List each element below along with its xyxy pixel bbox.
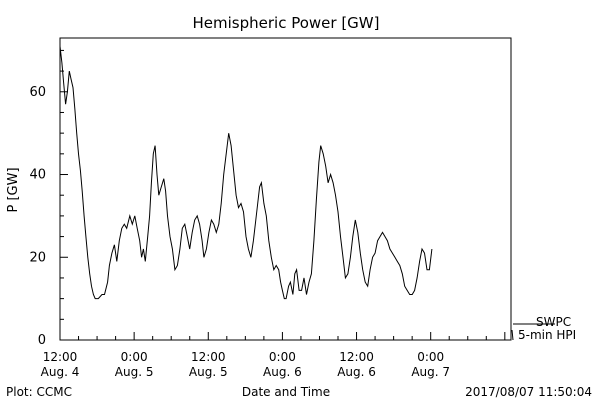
- chart-title: Hemispheric Power [GW]: [193, 14, 380, 32]
- footer-left: Plot: CCMC: [6, 385, 72, 399]
- x-tick-label-time: 12:00: [191, 350, 226, 364]
- x-tick-label-date: Aug. 5: [115, 365, 154, 379]
- y-tick-label: 40: [29, 168, 46, 183]
- legend-label-5-min-hpi: 5-min HPI: [518, 328, 576, 342]
- x-tick-label-time: 12:00: [339, 350, 374, 364]
- y-axis-ticks: 0 20 40 60: [29, 49, 68, 348]
- x-tick-label-date: Aug. 7: [411, 365, 450, 379]
- legend-line-5-min-hpi: [511, 329, 514, 341]
- x-tick-label-date: Aug. 4: [41, 365, 80, 379]
- legend-label-swpc: SWPC: [536, 315, 571, 329]
- x-axis-label: Date and Time: [242, 385, 330, 399]
- x-tick-label-date: Aug. 6: [263, 365, 302, 379]
- y-tick-label: 0: [38, 333, 46, 348]
- y-axis-label: P [GW]: [6, 167, 21, 212]
- y-tick-label: 60: [29, 85, 46, 100]
- x-tick-label-time: 0:00: [417, 350, 444, 364]
- x-tick-label-time: 0:00: [121, 350, 148, 364]
- y-tick-label: 20: [29, 250, 46, 265]
- x-tick-label-date: Aug. 5: [189, 365, 228, 379]
- footer-right: 2017/08/07 11:50:04: [465, 385, 592, 399]
- x-tick-label-time: 0:00: [269, 350, 296, 364]
- plot-frame: [59, 37, 512, 341]
- x-tick-label-date: Aug. 6: [337, 365, 376, 379]
- series-line-5-min-hpi: [59, 46, 433, 300]
- x-tick-label-time: 12:00: [43, 350, 78, 364]
